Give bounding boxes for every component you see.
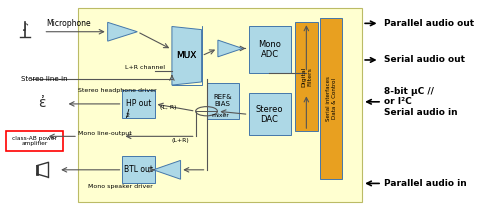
Text: /: / (126, 109, 129, 119)
Text: Mono line-output: Mono line-output (78, 131, 132, 136)
Bar (172, 26, 202, 85)
Bar (122, 156, 154, 183)
Bar (248, 93, 290, 135)
Text: 2: 2 (126, 113, 130, 118)
Text: (L+R): (L+R) (172, 138, 190, 143)
Text: BTL out: BTL out (124, 165, 153, 174)
Text: REF&
BIAS: REF& BIAS (214, 94, 232, 107)
Text: L+R channel: L+R channel (125, 66, 165, 70)
Text: Mono speaker driver: Mono speaker driver (88, 184, 152, 189)
Bar (78, 8, 362, 202)
Bar (6, 131, 63, 151)
Text: Digital
Filters: Digital Filters (301, 66, 312, 87)
Text: Parallel audio in: Parallel audio in (384, 179, 467, 188)
Text: Stereo headphone driver: Stereo headphone driver (78, 88, 156, 93)
Bar (122, 90, 154, 117)
Bar (206, 83, 238, 119)
Text: Parallel audio out: Parallel audio out (384, 19, 474, 28)
Text: class-AB power
amplifier: class-AB power amplifier (12, 136, 57, 146)
Bar (320, 18, 342, 179)
Text: mixer: mixer (212, 113, 230, 118)
Text: HP out: HP out (126, 99, 151, 108)
Polygon shape (154, 160, 180, 179)
Text: ἐ: ἐ (38, 96, 46, 110)
Polygon shape (108, 22, 138, 41)
Text: Microphone: Microphone (46, 19, 90, 28)
Text: Stereo
DAC: Stereo DAC (256, 105, 283, 124)
Text: MUX: MUX (176, 51, 197, 60)
Text: Serial audio out: Serial audio out (384, 56, 466, 64)
Polygon shape (172, 26, 202, 85)
Polygon shape (218, 40, 242, 57)
Text: MUX: MUX (176, 51, 197, 60)
Text: ♪: ♪ (22, 23, 29, 33)
Text: Serial interfaces
Data & Control: Serial interfaces Data & Control (326, 76, 336, 121)
Bar (248, 26, 290, 73)
Bar (296, 22, 318, 131)
Text: 8-bit μC //
or I²C
Serial audio in: 8-bit μC // or I²C Serial audio in (384, 87, 458, 117)
Text: Stereo line-in: Stereo line-in (21, 76, 68, 82)
Text: (L, R): (L, R) (160, 105, 176, 110)
Text: Mono
ADC: Mono ADC (258, 40, 281, 59)
Bar (172, 26, 202, 85)
